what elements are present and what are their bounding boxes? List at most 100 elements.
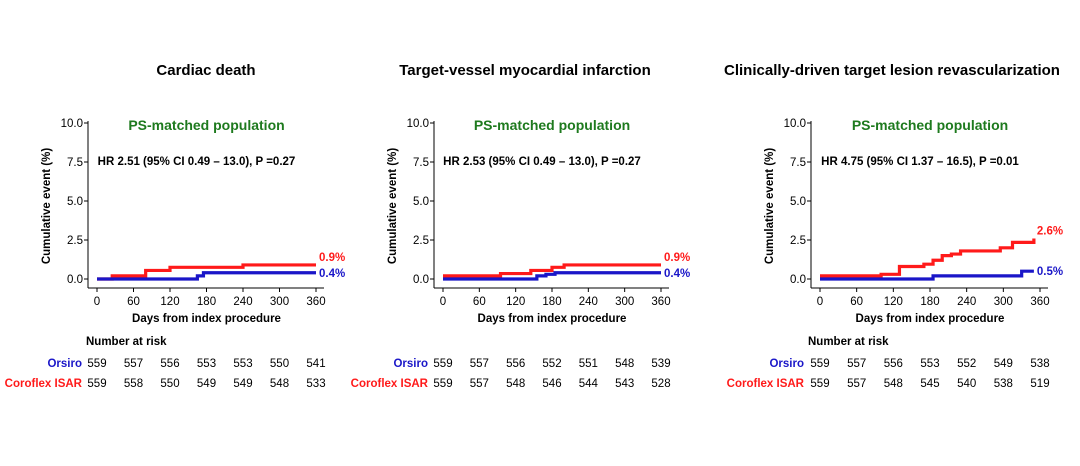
- risk-row-label: Orsiro: [769, 358, 804, 370]
- risk-row-label: Coroflex ISAR: [727, 378, 805, 390]
- risk-cell: 557: [470, 378, 489, 390]
- y-axis-label: Cumulative event (%): [387, 148, 399, 264]
- x-tick-label: 180: [542, 296, 561, 308]
- y-tick-label: 10.0: [61, 118, 83, 130]
- risk-cell: 550: [270, 358, 289, 370]
- risk-cell: 543: [615, 378, 634, 390]
- risk-cell: 541: [306, 358, 325, 370]
- x-axis-label: Days from index procedure: [856, 313, 1005, 325]
- hazard-ratio-annotation: HR 2.51 (95% CI 0.49 – 13.0), P =0.27: [98, 156, 296, 168]
- risk-cell: 538: [1030, 358, 1049, 370]
- series-line-coroflex-isar: [443, 263, 661, 278]
- risk-cell: 559: [810, 358, 829, 370]
- series-end-label: 0.9%: [319, 252, 345, 264]
- x-tick-label: 360: [1030, 296, 1049, 308]
- risk-cell: 552: [957, 358, 976, 370]
- series-end-label: 0.9%: [664, 252, 690, 264]
- y-axis-label: Cumulative event (%): [764, 148, 776, 264]
- km-panel-1: Cardiac death PS-matched population HR 2.5…: [5, 62, 346, 390]
- x-tick-label: 60: [850, 296, 863, 308]
- y-tick-label: 2.5: [790, 235, 806, 247]
- risk-cell: 559: [433, 358, 452, 370]
- y-tick-label: 0.0: [790, 274, 806, 286]
- chart-title: Cardiac death: [156, 62, 255, 79]
- risk-cell: 553: [233, 358, 252, 370]
- y-tick-label: 7.5: [67, 157, 83, 169]
- risk-cell: 550: [160, 378, 179, 390]
- x-tick-label: 240: [579, 296, 598, 308]
- hazard-ratio-annotation: HR 4.75 (95% CI 1.37 – 16.5), P =0.01: [821, 156, 1019, 168]
- series-line-coroflex-isar: [820, 238, 1036, 278]
- series-line-orsiro: [443, 271, 661, 281]
- x-axis-label: Days from index procedure: [478, 313, 627, 325]
- x-tick-label: 300: [994, 296, 1013, 308]
- risk-cell: 544: [579, 378, 599, 390]
- risk-cell: 553: [920, 358, 939, 370]
- x-tick-label: 240: [233, 296, 252, 308]
- risk-cell: 533: [306, 378, 325, 390]
- population-label: PS-matched population: [852, 117, 1008, 133]
- risk-cell: 556: [506, 358, 525, 370]
- y-tick-label: 10.0: [407, 118, 429, 130]
- risk-cell: 548: [884, 378, 903, 390]
- risk-row-label: Coroflex ISAR: [351, 378, 429, 390]
- y-tick-label: 7.5: [413, 157, 429, 169]
- risk-cell: 559: [433, 378, 452, 390]
- x-tick-label: 0: [817, 296, 823, 308]
- risk-cell: 557: [124, 358, 143, 370]
- risk-cell: 539: [651, 358, 670, 370]
- risk-cell: 559: [810, 378, 829, 390]
- x-tick-label: 60: [473, 296, 486, 308]
- risk-cell: 556: [884, 358, 903, 370]
- x-tick-label: 120: [884, 296, 903, 308]
- series-end-label: 0.4%: [664, 268, 690, 280]
- risk-cell: 540: [957, 378, 976, 390]
- x-tick-label: 180: [197, 296, 216, 308]
- risk-table-title: Number at risk: [808, 336, 889, 348]
- risk-cell: 556: [160, 358, 179, 370]
- x-axis-label: Days from index procedure: [132, 313, 281, 325]
- km-panel-2: Target-vessel myocardial infarction PS-ma…: [351, 62, 691, 390]
- x-tick-label: 0: [94, 296, 100, 308]
- risk-cell: 552: [542, 358, 561, 370]
- y-tick-label: 2.5: [413, 235, 429, 247]
- y-tick-label: 7.5: [790, 157, 806, 169]
- risk-cell: 557: [847, 358, 866, 370]
- risk-cell: 557: [470, 358, 489, 370]
- risk-table-title: Number at risk: [86, 336, 167, 348]
- y-tick-label: 0.0: [67, 274, 83, 286]
- series-end-label: 2.6%: [1037, 225, 1063, 237]
- chart-title: Clinically-driven target lesion revascul…: [724, 62, 1060, 79]
- risk-cell: 528: [651, 378, 670, 390]
- y-tick-label: 10.0: [784, 118, 806, 130]
- population-label: PS-matched population: [128, 117, 284, 133]
- y-tick-label: 5.0: [67, 196, 83, 208]
- x-tick-label: 300: [615, 296, 634, 308]
- y-tick-label: 5.0: [790, 196, 806, 208]
- x-tick-label: 120: [506, 296, 525, 308]
- risk-cell: 549: [197, 378, 216, 390]
- risk-cell: 546: [542, 378, 561, 390]
- risk-cell: 558: [124, 378, 143, 390]
- risk-row-label: Orsiro: [393, 358, 428, 370]
- risk-cell: 557: [847, 378, 866, 390]
- y-tick-label: 5.0: [413, 196, 429, 208]
- series-end-label: 0.5%: [1037, 266, 1063, 278]
- y-tick-label: 0.0: [413, 274, 429, 286]
- risk-cell: 548: [506, 378, 525, 390]
- risk-cell: 549: [233, 378, 252, 390]
- x-tick-label: 300: [270, 296, 289, 308]
- y-tick-label: 2.5: [67, 235, 83, 247]
- risk-cell: 559: [87, 378, 106, 390]
- series-line-coroflex-isar: [97, 263, 316, 281]
- x-tick-label: 120: [160, 296, 179, 308]
- x-tick-label: 0: [440, 296, 446, 308]
- x-tick-label: 240: [957, 296, 976, 308]
- risk-cell: 553: [197, 358, 216, 370]
- x-tick-label: 360: [651, 296, 670, 308]
- y-axis-label: Cumulative event (%): [41, 148, 53, 264]
- risk-cell: 551: [579, 358, 598, 370]
- risk-cell: 548: [270, 378, 289, 390]
- x-tick-label: 180: [920, 296, 939, 308]
